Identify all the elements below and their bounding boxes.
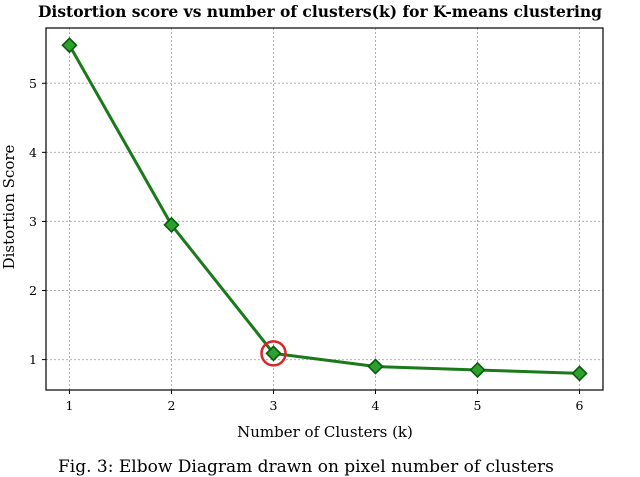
figure-caption: Fig. 3: Elbow Diagram drawn on pixel num…	[58, 457, 554, 477]
y-tick-label: 4	[29, 145, 37, 160]
chart-title: Distortion score vs number of clusters(k…	[38, 2, 602, 21]
y-axis-label: Distortion Score	[0, 144, 18, 269]
y-tick-label: 2	[29, 283, 37, 298]
y-tick-label: 1	[29, 352, 37, 367]
elbow-highlight-circle	[260, 340, 287, 367]
x-tick-label: 5	[474, 398, 482, 413]
data-point-marker	[469, 361, 486, 379]
plot-area-frame	[45, 27, 604, 391]
x-tick-label: 4	[372, 398, 380, 413]
data-point-marker	[265, 345, 282, 362]
data-point-marker	[163, 216, 180, 234]
series-line	[68, 44, 580, 375]
x-tick-label: 3	[270, 398, 278, 413]
grid-lines	[46, 28, 603, 390]
x-tick-label: 6	[576, 398, 584, 413]
data-point-marker	[571, 365, 588, 382]
x-tick-label: 1	[65, 398, 73, 413]
y-tick-label: 3	[29, 214, 37, 229]
data-point-marker	[367, 358, 384, 375]
x-axis-label: Number of Clusters (k)	[237, 423, 413, 441]
series-layer	[61, 37, 588, 382]
axis-ticks: 1 2 3 4 5 6 1 2 3 4 5	[29, 76, 584, 413]
x-tick-label: 2	[168, 398, 176, 413]
data-point-marker	[61, 37, 78, 54]
y-tick-label: 5	[29, 76, 37, 91]
